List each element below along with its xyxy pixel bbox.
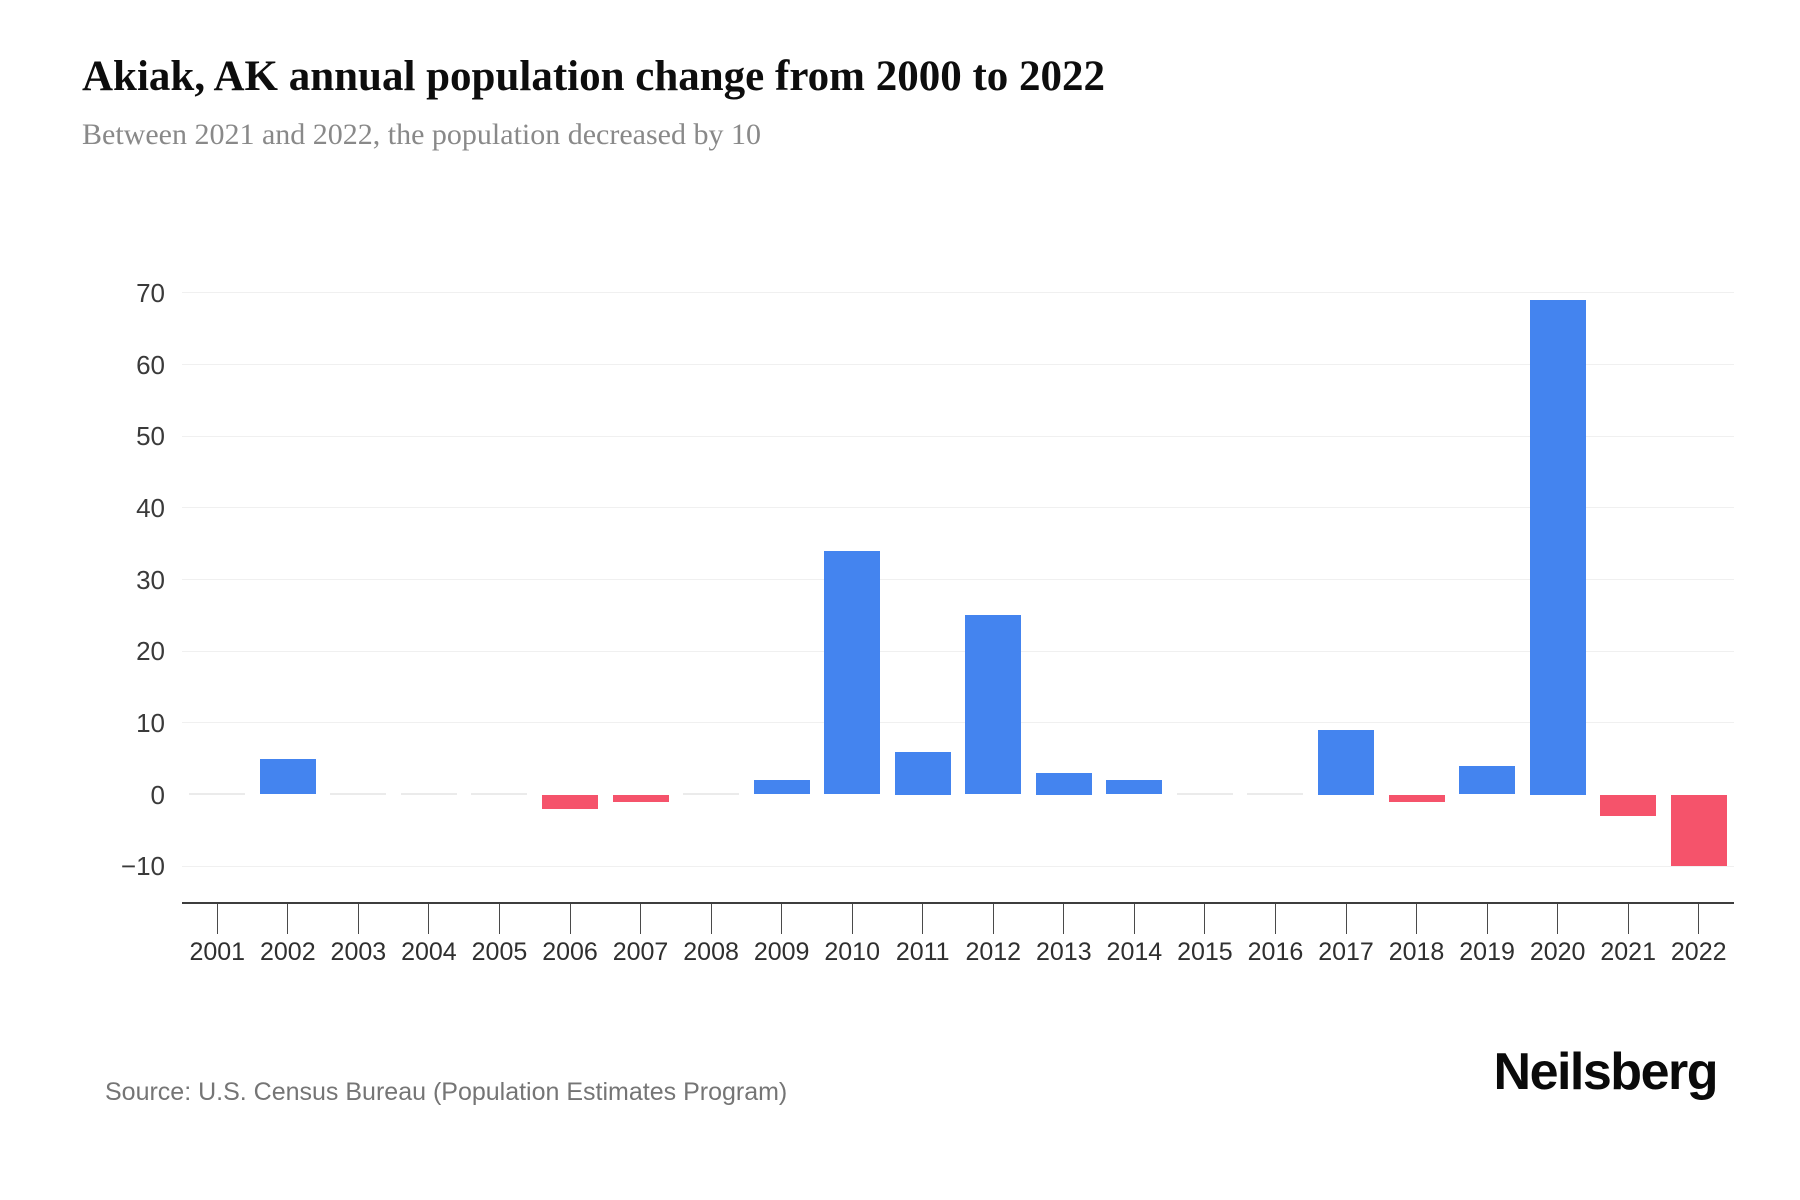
chart-subtitle: Between 2021 and 2022, the population de…: [82, 118, 761, 151]
x-axis-label-2021: 2021: [1600, 938, 1656, 966]
x-axis-label-2014: 2014: [1106, 938, 1163, 966]
x-tick-2022: [1698, 904, 1700, 934]
bar-2012[interactable]: [965, 615, 1022, 795]
chart-title: Akiak, AK annual population change from …: [82, 53, 1106, 100]
x-axis-label-2001: 2001: [189, 938, 246, 966]
x-axis-label-2009: 2009: [753, 938, 810, 966]
x-tick-2015: [1204, 904, 1206, 934]
y-axis-label-60: 60: [136, 349, 165, 380]
y-axis-label-10: 10: [136, 707, 165, 738]
x-axis-label-2012: 2012: [965, 938, 1022, 966]
x-axis-label-2008: 2008: [683, 938, 739, 966]
x-tick-2007: [640, 904, 642, 934]
bar-2022[interactable]: [1670, 794, 1727, 867]
plot-area: 70 60 50 40 30 20 10 0 −10 2001 2002 2003 2004 2005 20…: [121, 257, 1734, 966]
x-axis-label-2013: 2013: [1036, 938, 1092, 966]
gridline-20: [182, 650, 1734, 652]
neilsberg-logo: Neilsberg: [1493, 1043, 1719, 1101]
x-axis-label-2002: 2002: [260, 938, 316, 966]
x-tick-2003: [357, 904, 359, 934]
x-axis-label-2016: 2016: [1247, 938, 1304, 966]
x-tick-2005: [498, 904, 500, 934]
y-axis-label-30: 30: [136, 564, 165, 595]
x-tick-2021: [1627, 904, 1629, 934]
x-tick-2014: [1133, 904, 1135, 934]
gridline-60: [182, 364, 1734, 365]
gridline-70: [182, 292, 1734, 294]
bar-2019[interactable]: [1459, 765, 1516, 795]
x-axis-label-2022: 2022: [1670, 938, 1727, 966]
y-axis-label-0: 0: [150, 779, 165, 810]
bar-2015[interactable]: [1176, 792, 1233, 795]
y-axis-label-20: 20: [136, 636, 165, 667]
bar-2008[interactable]: [683, 792, 740, 795]
x-axis-label-2011: 2011: [895, 938, 950, 966]
bar-2020[interactable]: [1529, 300, 1586, 795]
x-axis-label-2019: 2019: [1459, 938, 1515, 966]
bar-2018[interactable]: [1388, 794, 1445, 802]
y-axis-label-40: 40: [136, 492, 165, 523]
x-tick-2008: [710, 904, 712, 934]
x-axis-label-2004: 2004: [401, 938, 457, 966]
gridline-40: [182, 507, 1734, 509]
x-tick-2012: [992, 904, 994, 934]
bar-2003[interactable]: [330, 792, 387, 795]
bar-2002[interactable]: [259, 758, 316, 795]
x-tick-2016: [1274, 904, 1276, 934]
x-tick-2006: [569, 904, 571, 934]
x-tick-2018: [1416, 904, 1418, 934]
x-axis-label-2010: 2010: [824, 938, 880, 966]
bar-2006[interactable]: [542, 794, 598, 809]
source-note: Source: U.S. Census Bureau (Population E…: [105, 1078, 788, 1106]
x-axis-label-2003: 2003: [330, 938, 387, 966]
x-tick-2004: [428, 904, 430, 934]
x-axis-label-2006: 2006: [542, 938, 598, 966]
bar-2007[interactable]: [612, 794, 669, 802]
bar-2011[interactable]: [894, 751, 951, 795]
x-tick-2020: [1557, 904, 1559, 934]
x-tick-2017: [1345, 904, 1347, 934]
x-tick-2010: [851, 904, 853, 934]
bar-2009[interactable]: [753, 780, 810, 795]
x-axis-label-2020: 2020: [1529, 938, 1586, 966]
x-axis-label-2017: 2017: [1318, 938, 1374, 966]
bar-2013[interactable]: [1035, 773, 1092, 795]
x-axis-label-2015: 2015: [1177, 938, 1233, 966]
gridline-50: [182, 435, 1734, 437]
gridline--10: [182, 865, 1734, 867]
bar-2017[interactable]: [1318, 730, 1374, 795]
y-axis-label-50: 50: [136, 421, 165, 452]
bar-2010[interactable]: [824, 550, 881, 795]
bar-2004[interactable]: [400, 792, 457, 795]
x-tick-2001: [216, 904, 218, 934]
x-axis-label-2018: 2018: [1388, 938, 1445, 966]
gridline-30: [182, 579, 1734, 580]
bar-2021[interactable]: [1600, 794, 1657, 816]
bar-2005[interactable]: [471, 792, 528, 795]
x-tick-2002: [287, 904, 289, 934]
gridline-10: [182, 722, 1734, 724]
x-tick-2019: [1486, 904, 1488, 934]
bar-2014[interactable]: [1106, 780, 1163, 795]
y-axis-label--10: −10: [120, 851, 165, 882]
bar-2001[interactable]: [189, 792, 246, 795]
x-tick-2009: [781, 904, 783, 934]
x-axis-label-2005: 2005: [471, 938, 528, 966]
bar-2016[interactable]: [1247, 792, 1304, 795]
y-axis-label-70: 70: [136, 277, 165, 308]
x-tick-2013: [1063, 904, 1065, 934]
x-axis-label-2007: 2007: [612, 938, 669, 966]
x-tick-2011: [922, 904, 924, 934]
